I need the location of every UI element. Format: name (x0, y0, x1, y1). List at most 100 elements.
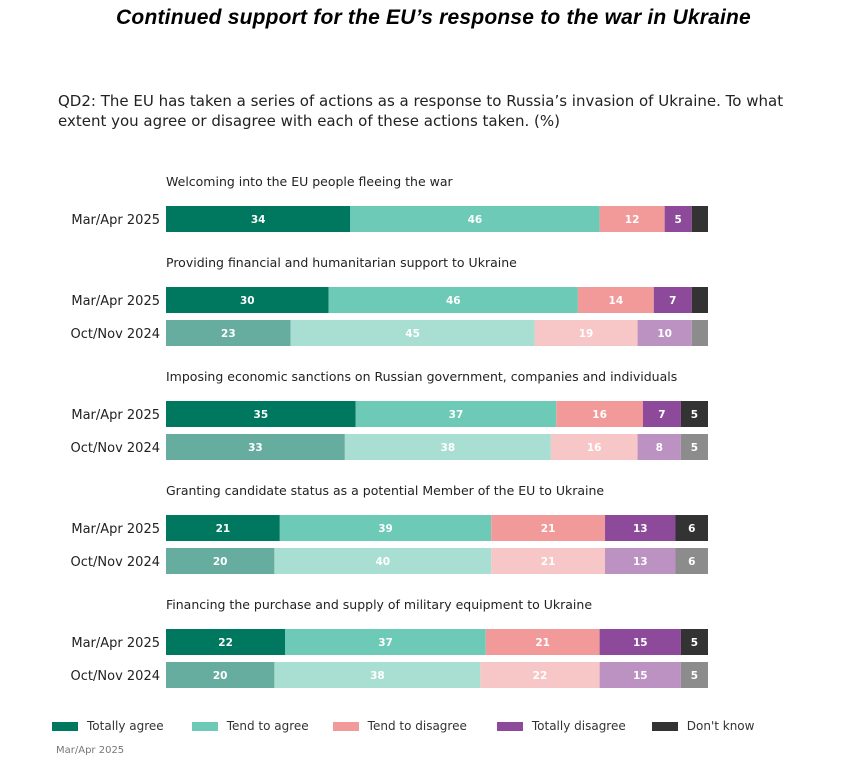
data-label: 37 (449, 409, 464, 421)
page-title: Continued support for the EU’s response … (116, 6, 751, 29)
bar-segment-tend-to-agree (274, 548, 492, 574)
bar-segment-don-t-know (691, 206, 708, 232)
group-label: Granting candidate status as a potential… (166, 483, 604, 498)
bar-segment-tend-to-disagree (599, 206, 665, 232)
period-label: Mar/Apr 2025 (71, 636, 160, 651)
bar-segment-tend-to-agree (355, 401, 557, 427)
bar-segment-tend-to-disagree (577, 287, 654, 313)
bar-segment-totally-agree (166, 548, 275, 574)
group-label: Imposing economic sanctions on Russian g… (166, 369, 677, 384)
data-label: 20 (213, 556, 228, 568)
bar-segment-totally-disagree (605, 515, 676, 541)
data-label: 37 (378, 637, 393, 649)
data-label: 21 (541, 523, 556, 535)
bar-segment-totally-disagree (599, 662, 681, 688)
question-group: Imposing economic sanctions on Russian g… (71, 369, 708, 460)
data-label: 20 (213, 670, 228, 682)
data-label: 15 (633, 670, 648, 682)
data-label: 22 (218, 637, 233, 649)
data-label: 5 (691, 409, 698, 421)
bar-segment-totally-disagree (605, 548, 676, 574)
bar-segment-totally-agree (166, 434, 345, 460)
legend-label: Tend to disagree (367, 719, 467, 733)
period-label: Oct/Nov 2024 (71, 441, 160, 456)
bar-row: Oct/Nov 2024 20 38 22 15 5 (71, 662, 708, 688)
data-label: 38 (370, 670, 385, 682)
bar-row: Mar/Apr 2025 30 46 14 7 (71, 287, 708, 313)
data-label: 6 (688, 556, 695, 568)
bar-row: Oct/Nov 2024 20 40 21 13 6 (71, 548, 708, 574)
bar-segment-totally-disagree (637, 320, 692, 346)
legend-label: Totally disagree (531, 719, 626, 733)
legend-item: Tend to disagree (332, 719, 467, 733)
bar-segment-don-t-know (675, 515, 708, 541)
bar-segment-tend-to-agree (344, 434, 551, 460)
bar-row: Mar/Apr 2025 21 39 21 13 6 (71, 515, 708, 541)
data-label: 21 (535, 637, 550, 649)
data-label: 12 (625, 214, 640, 226)
period-label: Mar/Apr 2025 (71, 294, 160, 309)
bar-segment-tend-to-disagree (485, 629, 600, 655)
question-group: Welcoming into the EU people fleeing the… (71, 174, 708, 232)
question-text: QD2: The EU has taken a series of action… (58, 92, 784, 130)
period-label: Oct/Nov 2024 (71, 327, 160, 342)
data-label: 35 (254, 409, 269, 421)
bar-segment-totally-agree (166, 287, 329, 313)
bar-segment-don-t-know (680, 662, 708, 688)
bar-row: Mar/Apr 2025 35 37 16 7 5 (71, 401, 708, 427)
bar-segment-totally-disagree (599, 629, 681, 655)
bar-row: Oct/Nov 2024 33 38 16 8 5 (71, 434, 708, 460)
bar-segment-totally-disagree (653, 287, 692, 313)
bar-segment-totally-disagree (642, 401, 681, 427)
data-label: 21 (216, 523, 231, 535)
period-label: Mar/Apr 2025 (71, 408, 160, 423)
legend-item: Totally disagree (496, 719, 626, 733)
bar-segment-don-t-know (680, 401, 708, 427)
bar-segment-tend-to-agree (274, 662, 481, 688)
period-label: Oct/Nov 2024 (71, 555, 160, 570)
data-label: 46 (468, 214, 483, 226)
group-label: Providing financial and humanitarian sup… (166, 255, 517, 270)
bar-segment-tend-to-agree (279, 515, 492, 541)
footnote: Mar/Apr 2025 (56, 745, 125, 756)
bar-segment-totally-agree (166, 401, 356, 427)
question-group: Granting candidate status as a potential… (71, 483, 708, 574)
bar-row: Oct/Nov 2024 23 45 19 10 (71, 320, 708, 346)
legend-item: Totally agree (52, 719, 164, 733)
question-group: Providing financial and humanitarian sup… (71, 255, 708, 346)
legend-label: Don't know (686, 719, 755, 733)
data-label: 33 (248, 442, 263, 454)
bar-row: Mar/Apr 2025 22 37 21 15 5 (71, 629, 708, 655)
data-label: 13 (633, 523, 648, 535)
bar-segment-don-t-know (675, 548, 708, 574)
bar-segment-totally-disagree (637, 434, 681, 460)
bar-segment-tend-to-agree (350, 206, 600, 232)
bar-segment-totally-agree (166, 629, 286, 655)
legend-swatch (191, 721, 218, 731)
data-label: 30 (240, 295, 255, 307)
data-label: 10 (657, 328, 672, 340)
bar-segment-tend-to-disagree (480, 662, 600, 688)
bar-segment-tend-to-disagree (491, 515, 606, 541)
legend-swatch (651, 721, 678, 731)
bar-segment-don-t-know (680, 629, 708, 655)
data-label: 15 (633, 637, 648, 649)
bar-segment-don-t-know (691, 287, 708, 313)
data-label: 14 (609, 295, 624, 307)
bar-segment-don-t-know (691, 320, 708, 346)
data-label: 7 (658, 409, 665, 421)
period-label: Oct/Nov 2024 (71, 669, 160, 684)
data-label: 21 (541, 556, 556, 568)
group-label: Financing the purchase and supply of mil… (166, 597, 592, 612)
bar-segment-totally-agree (166, 320, 291, 346)
data-label: 38 (441, 442, 456, 454)
data-label: 5 (691, 442, 698, 454)
bar-segment-totally-agree (166, 206, 351, 232)
bar-segment-tend-to-disagree (550, 434, 638, 460)
data-label: 46 (446, 295, 461, 307)
bar-row: Mar/Apr 2025 34 46 12 5 (71, 206, 708, 232)
data-label: 45 (405, 328, 420, 340)
legend-item: Don't know (651, 719, 755, 733)
data-label: 16 (592, 409, 607, 421)
